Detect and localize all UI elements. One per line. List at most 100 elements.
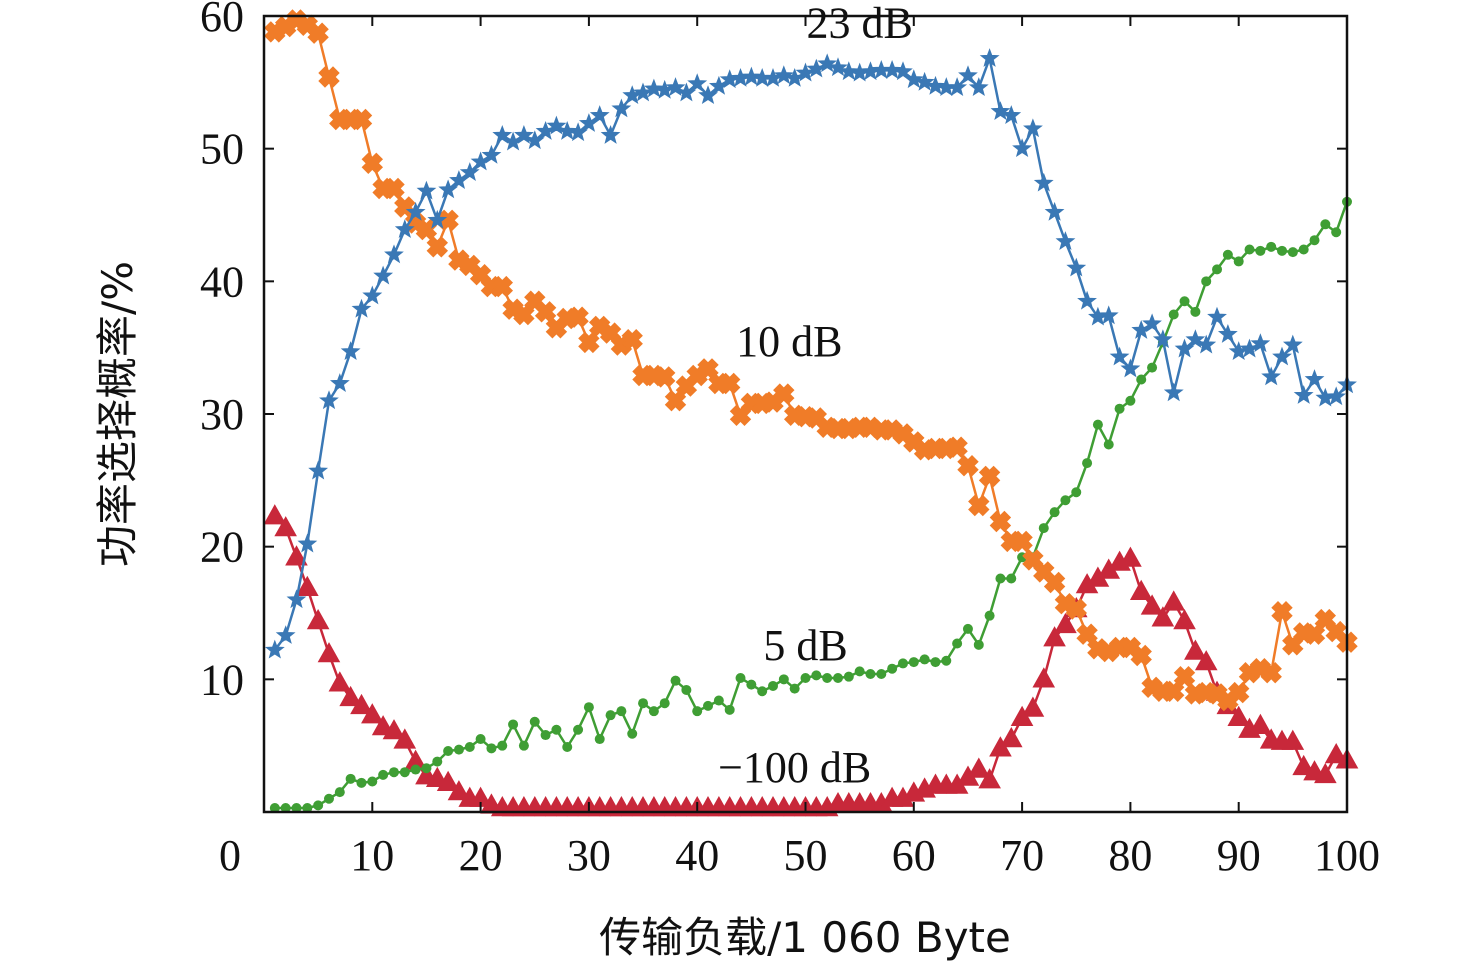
data-point-dot [486, 743, 497, 754]
data-point-star [384, 244, 404, 264]
data-point-star [1077, 290, 1097, 310]
y-tick-label: 20 [200, 523, 244, 572]
data-point-dot [583, 702, 594, 713]
data-point-star [264, 639, 285, 659]
series-line [274, 201, 1349, 810]
data-point-dot [1277, 245, 1288, 256]
data-point-cross [653, 366, 676, 388]
data-point-dot [1071, 487, 1082, 498]
series-23-db [264, 48, 1357, 659]
data-point-star [1304, 369, 1325, 388]
data-point-star [427, 209, 448, 229]
data-point-star [459, 162, 480, 181]
data-point-cross [318, 66, 340, 88]
data-point-dot [616, 706, 627, 717]
data-point-dot [952, 638, 963, 649]
data-point-star [297, 533, 318, 553]
x-tick-label: 70 [1000, 831, 1044, 880]
x-tick-label: 40 [675, 831, 719, 880]
y-tick-label: 60 [200, 0, 244, 41]
data-point-triangle [1227, 705, 1251, 726]
data-point-dot [367, 776, 378, 787]
data-point-dot [1092, 419, 1103, 430]
data-point-dot [443, 745, 454, 756]
data-point-star [947, 77, 968, 97]
data-point-star [514, 124, 534, 144]
data-point-dot [594, 734, 605, 745]
data-point-cross [383, 177, 405, 200]
data-point-triangle [1324, 742, 1348, 764]
data-point-star [329, 373, 350, 392]
data-point-dot [410, 764, 421, 775]
data-point-dot [887, 663, 898, 674]
data-point-star [979, 48, 1000, 67]
data-point-star [557, 120, 578, 140]
data-point-star [1152, 329, 1173, 349]
data-point-triangle [999, 726, 1023, 748]
data-point-triangle [1249, 713, 1272, 734]
data-point-dot [659, 698, 670, 709]
data-point-dot [822, 673, 833, 684]
data-point-star [319, 390, 339, 410]
data-point-star [893, 61, 913, 81]
data-point-star [968, 77, 989, 97]
data-point-triangle [317, 642, 341, 663]
data-point-dot [453, 744, 464, 755]
data-point-star [286, 589, 307, 609]
data-point-star [665, 77, 686, 97]
data-point-dot [562, 741, 573, 752]
data-point-star [643, 78, 664, 98]
data-point-dot [432, 756, 443, 767]
series-annotation: 23 dB [806, 0, 912, 48]
data-point-cross [567, 306, 589, 328]
data-point-dot [1233, 256, 1244, 267]
data-point-triangle [1043, 626, 1066, 647]
data-point-cross [1227, 681, 1250, 704]
data-point-cross [426, 236, 449, 258]
data-point-star [1163, 382, 1184, 402]
data-point-star [394, 219, 415, 239]
data-point-dot [811, 670, 822, 681]
data-point-dot [497, 740, 508, 751]
series-annotation: 5 dB [763, 621, 847, 670]
data-point-star [1001, 105, 1022, 124]
data-point-triangle [296, 575, 319, 596]
data-point-star [838, 61, 859, 81]
data-point-star [1109, 346, 1130, 366]
data-point-dot [984, 610, 995, 621]
data-point-star [773, 65, 794, 85]
data-point-star [1142, 313, 1162, 333]
data-point-cross [946, 436, 968, 458]
data-point-star [1293, 384, 1314, 404]
data-point-dot [291, 803, 302, 814]
data-point-dot [908, 657, 919, 668]
data-point-cross [1011, 530, 1033, 553]
x-tick-label: 30 [567, 831, 611, 880]
data-point-triangle [339, 685, 362, 707]
data-point-star [1217, 323, 1238, 343]
data-point-dot [1103, 439, 1114, 450]
data-point-dot [1320, 219, 1331, 230]
y-tick-label: 50 [200, 125, 244, 174]
x-tick-label: 50 [784, 831, 828, 880]
data-point-dot [323, 793, 334, 804]
data-point-star [1185, 329, 1206, 349]
data-point-dot [670, 675, 681, 686]
data-point-cross [1271, 600, 1293, 623]
data-point-dot [1255, 245, 1266, 256]
data-point-triangle [1162, 590, 1186, 611]
data-point-cross [989, 510, 1012, 533]
data-point-cross [968, 494, 990, 517]
data-point-dot [941, 655, 952, 666]
data-point-triangle [350, 693, 373, 715]
data-point-star [1023, 118, 1043, 138]
data-point-dot [529, 716, 540, 727]
x-tick-label: 80 [1108, 831, 1152, 880]
data-point-triangle [285, 545, 308, 566]
data-point-triangle [1292, 754, 1315, 776]
data-point-triangle [382, 719, 406, 740]
series-annotation: 10 dB [736, 317, 842, 366]
data-point-star [1012, 138, 1033, 158]
data-point-dot [865, 669, 876, 680]
data-point-triangle [1314, 762, 1337, 784]
